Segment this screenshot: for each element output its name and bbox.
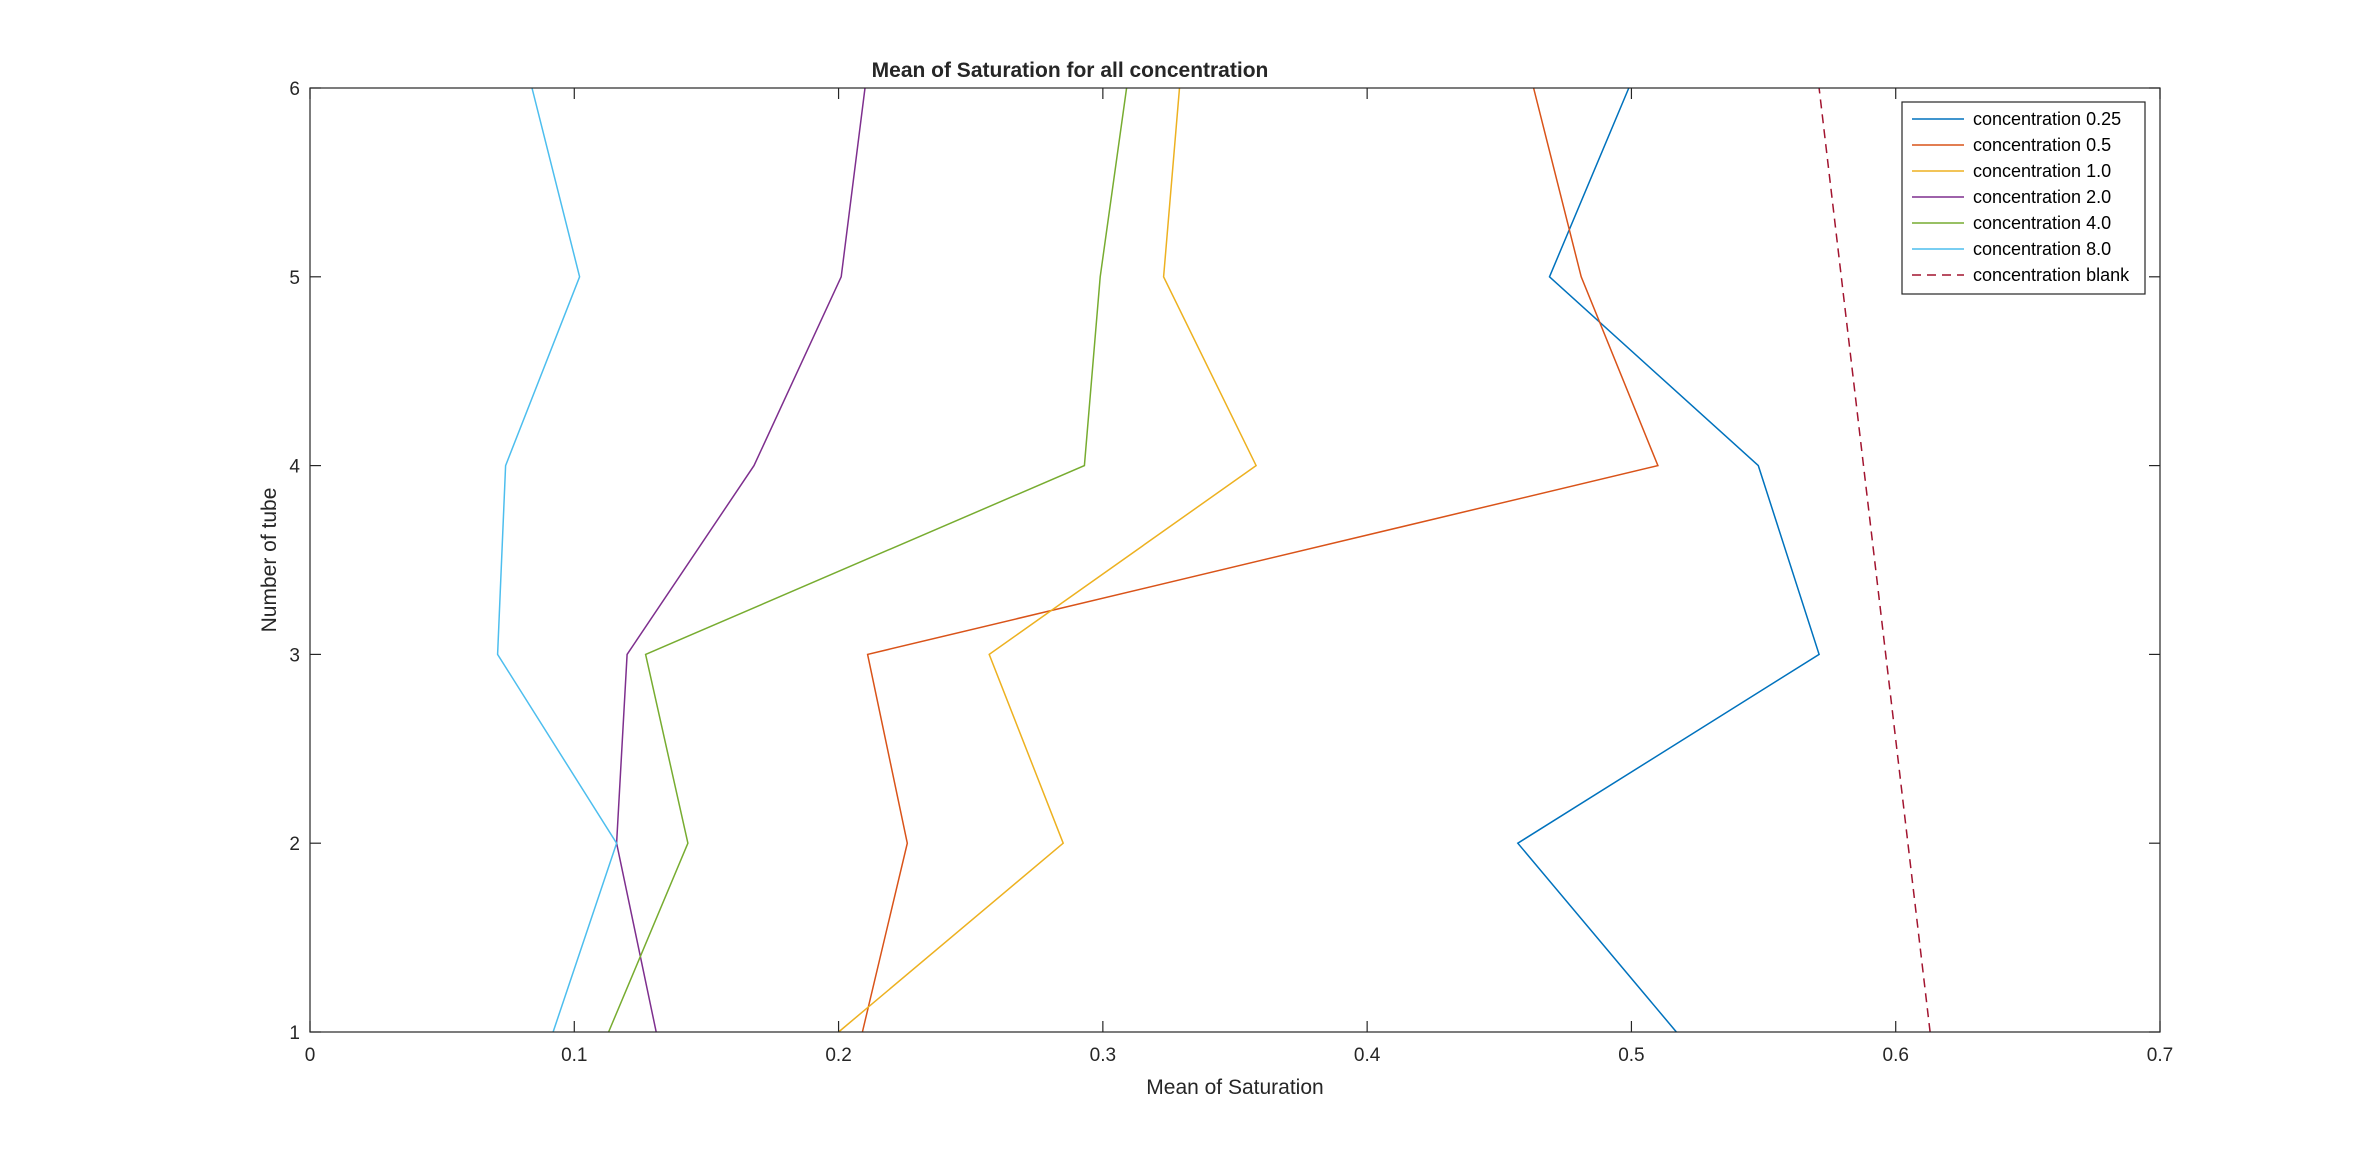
legend-label-3: concentration 1.0 [1973, 161, 2111, 181]
y-tick-label-0: 1 [289, 1023, 300, 1044]
legend-label-6: concentration 8.0 [1973, 239, 2111, 259]
x-tick-label-4: 0.4 [1354, 1045, 1381, 1066]
plot-lines [496, 87, 1931, 1033]
legend-box [1901, 101, 2146, 295]
x-tick-label-0: 0 [305, 1045, 316, 1066]
x-tick-label-3: 0.3 [1090, 1045, 1116, 1066]
legend-label-1: concentration 0.25 [1973, 109, 2121, 129]
x-tick-label-2: 0.2 [825, 1045, 851, 1066]
legend-label-2: concentration 0.5 [1973, 135, 2111, 155]
series-line-1 [1516, 87, 1820, 1033]
x-tick-labels: 0 0.1 0.2 0.3 0.4 0.5 0.6 0.7 [305, 1045, 2174, 1066]
x-axis-label: Mean of Saturation [1146, 1076, 1323, 1099]
series-line-3 [838, 87, 1258, 1033]
legend-label-5: concentration 4.0 [1973, 213, 2111, 233]
x-tick-label-6: 0.6 [1883, 1045, 1909, 1066]
legend: concentration 0.25 concentration 0.5 conce… [1901, 101, 2146, 295]
series-line-7 [1818, 87, 1931, 1033]
y-tick-label-5: 6 [289, 79, 300, 100]
y-axis-label: Number of tube [258, 488, 281, 633]
series-line-6 [496, 87, 618, 1033]
series-line-5 [607, 87, 1128, 1033]
x-tick-label-1: 0.1 [561, 1045, 587, 1066]
legend-label-4: concentration 2.0 [1973, 187, 2111, 207]
y-tick-label-4: 5 [289, 268, 300, 289]
y-tick-label-1: 2 [289, 834, 300, 855]
series-line-2 [861, 87, 1659, 1033]
legend-label-7: concentration blank [1973, 265, 2130, 285]
x-tick-label-5: 0.5 [1618, 1045, 1644, 1066]
y-tick-label-2: 3 [289, 645, 300, 666]
x-tick-label-7: 0.7 [2147, 1045, 2173, 1066]
y-tick-label-3: 4 [289, 457, 300, 478]
axes-box [309, 87, 2161, 1033]
series-line-4 [615, 87, 866, 1033]
y-tick-labels: 1 2 3 4 5 6 [289, 79, 300, 1044]
chart-title: Mean of Saturation for all concentration [872, 59, 1269, 82]
